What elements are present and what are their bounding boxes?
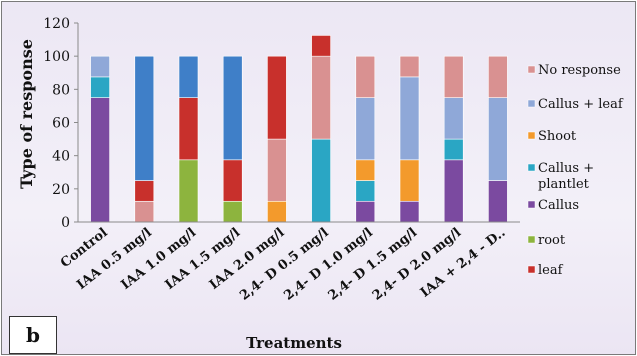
- legend-swatch: [527, 99, 536, 108]
- bar-segment: [488, 55, 508, 98]
- bar-segment: [488, 97, 508, 181]
- legend: No response Callus + leaf Shoot Callus + pla…: [527, 63, 624, 278]
- panel-label: b: [9, 316, 57, 354]
- bar-segment: [443, 55, 464, 98]
- y-tick-label: 40: [52, 149, 70, 165]
- bar-segment: [355, 159, 376, 181]
- bar-segment: [267, 55, 287, 140]
- bar-segment: [311, 55, 331, 140]
- bar-segment: [488, 180, 508, 223]
- legend-label: root: [538, 233, 566, 248]
- legend-label: Callus + leaf: [538, 97, 624, 112]
- y-tick-label: 100: [43, 49, 70, 65]
- legend-label: Callus + plantlet: [538, 161, 594, 192]
- bar-segment: [399, 159, 420, 202]
- legend-label: leaf: [538, 263, 564, 278]
- y-tick-label: 20: [52, 182, 70, 198]
- bar-segment: [355, 55, 376, 98]
- bar-segment: [222, 159, 243, 202]
- legend-swatch: [527, 65, 536, 74]
- bar-segment: [134, 180, 155, 202]
- bar-segment: [90, 76, 110, 98]
- y-axis-label: Type of response: [17, 39, 36, 189]
- bar-segment: [222, 200, 243, 223]
- x-tick-label: IAA 0.5 mg/l: [74, 225, 155, 293]
- legend-label: Callus: [538, 198, 579, 213]
- bar-segment: [399, 76, 420, 161]
- bar-segment: [267, 138, 287, 202]
- legend-swatch: [527, 235, 536, 244]
- y-tick-label: 60: [52, 116, 70, 132]
- bar-segment: [222, 55, 243, 161]
- bar-segment: [399, 200, 420, 223]
- x-axis-label: Treatments: [246, 334, 342, 352]
- bar-segment: [90, 55, 110, 78]
- bar-segment: [178, 97, 199, 161]
- x-tick-label: IAA 1.0 mg/l: [118, 225, 199, 293]
- bar-segment: [355, 97, 376, 161]
- bars: [90, 35, 508, 223]
- x-tick-label: IAA 1.5 mg/l: [163, 225, 244, 293]
- legend-label: No response: [538, 63, 621, 78]
- y-tick-label: 0: [61, 215, 70, 231]
- y-tick-label: 120: [43, 16, 70, 32]
- x-tick-label: IAA 2.0 mg/l: [207, 225, 288, 293]
- bar-segment: [311, 35, 331, 57]
- y-axis: 0 20 40 60 80 100 120: [43, 16, 79, 231]
- bar-segment: [90, 97, 110, 223]
- bar-segment: [267, 200, 287, 223]
- bar-segment: [178, 159, 199, 223]
- legend-swatch: [527, 131, 536, 140]
- bar-segment: [443, 138, 464, 161]
- legend-label: Shoot: [538, 129, 577, 144]
- bar-segment: [443, 97, 464, 140]
- legend-swatch: [527, 265, 536, 274]
- legend-swatch: [527, 200, 536, 209]
- bar-segment: [399, 55, 420, 78]
- bar-segment: [178, 55, 199, 98]
- bar-segment: [355, 200, 376, 223]
- bar-segment: [443, 159, 464, 223]
- bar-segment: [134, 200, 155, 223]
- legend-swatch: [527, 163, 536, 172]
- bar-segment: [355, 180, 376, 202]
- bar-segment: [134, 55, 155, 181]
- y-tick-label: 80: [52, 82, 70, 98]
- bar-segment: [311, 138, 331, 223]
